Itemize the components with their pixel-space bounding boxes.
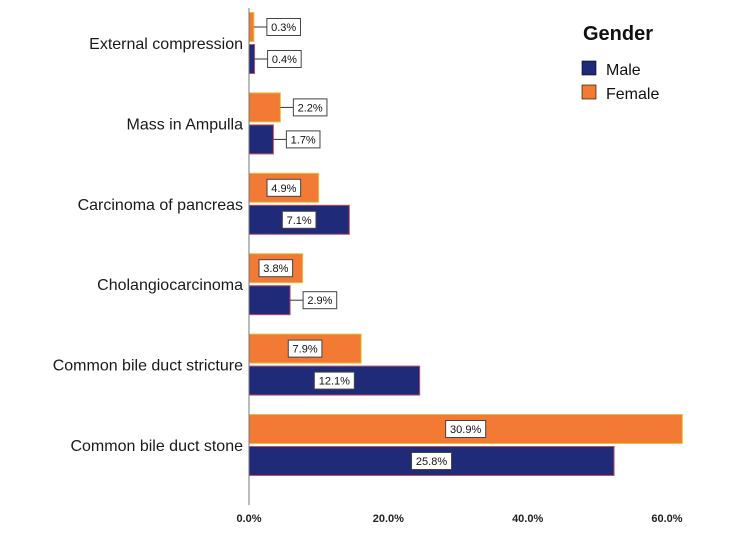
data-label-male-1: 1.7% [291, 134, 316, 146]
bar-female-0 [248, 12, 255, 42]
data-labels-layer: 0.3% 0.4% 2.2% 1.7% 4.9% 7.1% 3.8% 2.9% 7.9% 12.1… [253, 18, 487, 470]
data-label-box-male-1 [285, 130, 321, 149]
data-label-male-2: 7.1% [287, 215, 312, 227]
data-label-box-male-3 [302, 291, 338, 310]
legend-swatch-female [581, 84, 597, 100]
data-label-box-male-4 [313, 371, 355, 390]
legend: Gender Male Female [581, 23, 659, 103]
category-label-5: Common bile duct stone [70, 438, 243, 455]
data-label-box-female-5 [445, 420, 487, 438]
data-label-female-5: 30.9% [450, 424, 481, 436]
x-tick-label-1: 20.0% [373, 513, 404, 525]
category-label-3: Cholangiocarcinoma [97, 277, 243, 294]
data-label-female-3: 3.8% [263, 263, 288, 275]
x-tick-label-2: 40.0% [512, 513, 543, 525]
legend-label-female: Female [606, 86, 659, 103]
category-label-2: Carcinoma of pancreas [78, 197, 243, 214]
legend-swatch-male [581, 60, 597, 76]
data-label-male-5: 25.8% [416, 456, 447, 468]
category-label-0: External compression [89, 36, 243, 53]
bar-male-3 [248, 285, 291, 316]
data-label-box-male-2 [281, 210, 317, 229]
x-tick-label-0: 0.0% [236, 513, 261, 525]
data-label-box-female-4 [287, 339, 323, 358]
data-label-male-4: 12.1% [319, 376, 350, 388]
bar-male-1 [248, 124, 274, 155]
x-tick-label-3: 60.0% [651, 513, 682, 525]
data-label-box-female-1 [292, 98, 328, 117]
data-label-female-1: 2.2% [298, 102, 323, 114]
legend-title: Gender [583, 23, 653, 45]
category-label-1: Mass in Ampulla [127, 116, 244, 133]
data-label-box-male-5 [411, 452, 453, 470]
bar-male-0 [248, 44, 256, 74]
data-label-box-female-0 [266, 18, 301, 36]
data-label-male-0: 0.4% [272, 54, 297, 66]
x-axis-ticks: 0.0% 20.0% 40.0% 60.0% [236, 513, 682, 525]
category-label-4: Common bile duct stricture [53, 358, 243, 375]
data-label-box-male-0 [267, 50, 302, 68]
legend-label-male: Male [606, 62, 641, 79]
data-label-box-female-2 [266, 178, 302, 197]
data-label-male-3: 2.9% [307, 295, 332, 307]
category-labels: External compression Mass in Ampulla Carci… [53, 36, 243, 455]
data-label-female-2: 4.9% [271, 183, 296, 195]
data-label-female-4: 7.9% [293, 344, 318, 356]
data-label-female-0: 0.3% [271, 22, 296, 34]
bar-female-1 [248, 92, 281, 123]
bars-layer [248, 12, 683, 476]
data-label-box-female-3 [258, 259, 294, 278]
